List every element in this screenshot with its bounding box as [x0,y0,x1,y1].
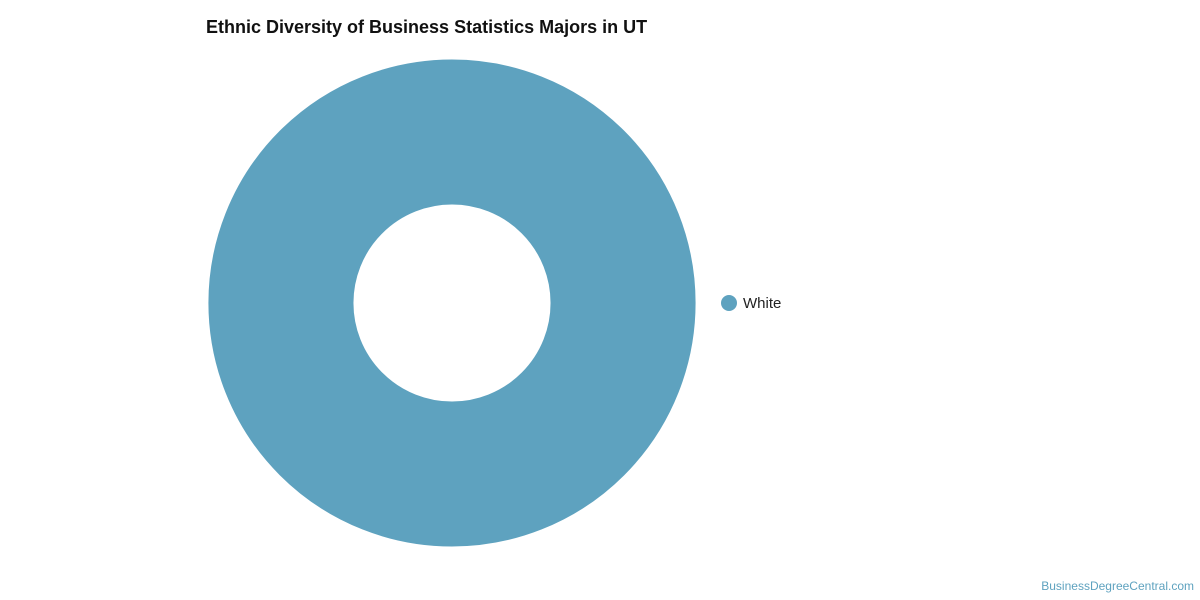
donut-slice [207,58,697,548]
legend-label: White [743,295,781,312]
watermark: BusinessDegreeCentral.com [1041,579,1194,593]
legend-marker [721,295,737,311]
chart-title: Ethnic Diversity of Business Statistics … [206,17,647,37]
